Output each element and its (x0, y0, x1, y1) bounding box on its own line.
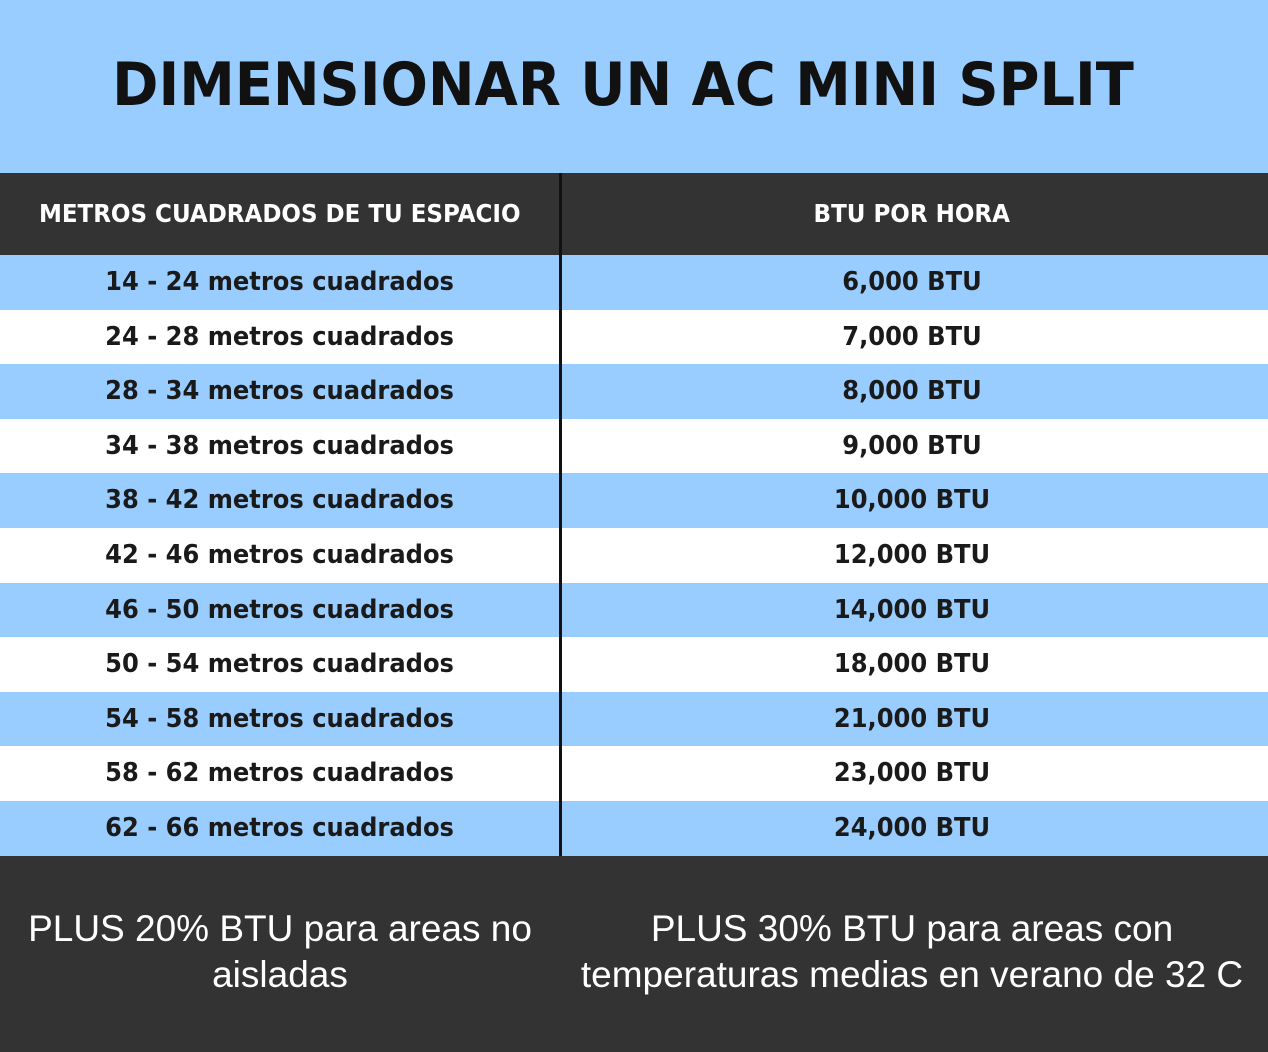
area-cell: 28 - 34 metros cuadrados (0, 364, 560, 419)
area-cell: 54 - 58 metros cuadrados (0, 692, 560, 747)
area-cell: 24 - 28 metros cuadrados (0, 310, 560, 365)
table-body: 14 - 24 metros cuadrados 6,000 BTU 24 - 28… (0, 255, 1268, 856)
table-row: 28 - 34 metros cuadrados 8,000 BTU (0, 364, 1268, 419)
area-cell: 14 - 24 metros cuadrados (0, 255, 560, 310)
area-value: 42 - 46 metros cuadrados (105, 539, 455, 570)
btu-value: 21,000 BTU (833, 703, 991, 734)
note-hot-climate: PLUS 30% BTU para areas con temperaturas… (580, 908, 1244, 995)
btu-cell: 6,000 BTU (560, 255, 1268, 310)
table-row: 14 - 24 metros cuadrados 6,000 BTU (0, 255, 1268, 310)
table-row: 62 - 66 metros cuadrados 24,000 BTU (0, 800, 1268, 856)
table-row: 50 - 54 metros cuadrados 18,000 BTU (0, 637, 1268, 692)
column-divider (559, 173, 562, 856)
header-area: METROS CUADRADOS DE TU ESPACIO (0, 173, 560, 255)
btu-value: 6,000 BTU (842, 267, 982, 297)
title-band: DIMENSIONAR UN AC MINI SPLIT (0, 0, 1268, 173)
area-cell: 46 - 50 metros cuadrados (0, 583, 560, 638)
btu-value: 18,000 BTU (833, 649, 991, 680)
table-row: 58 - 62 metros cuadrados 23,000 BTU (0, 746, 1268, 801)
btu-cell: 14,000 BTU (560, 583, 1268, 638)
table-row: 54 - 58 metros cuadrados 21,000 BTU (0, 691, 1268, 747)
btu-value: 14,000 BTU (833, 594, 991, 625)
area-cell: 34 - 38 metros cuadrados (0, 419, 560, 474)
header-area-label: METROS CUADRADOS DE TU ESPACIO (39, 199, 521, 228)
btu-value: 23,000 BTU (833, 758, 991, 789)
area-value: 50 - 54 metros cuadrados (105, 649, 455, 680)
sizing-table: METROS CUADRADOS DE TU ESPACIO BTU POR H… (0, 173, 1268, 856)
table-row: 24 - 28 metros cuadrados 7,000 BTU (0, 309, 1268, 365)
note-uninsulated: PLUS 20% BTU para areas no aisladas (28, 908, 532, 995)
btu-value: 9,000 BTU (842, 430, 982, 461)
page-title: DIMENSIONAR UN AC MINI SPLIT (112, 50, 1134, 120)
table-row: 34 - 38 metros cuadrados 9,000 BTU (0, 418, 1268, 474)
area-value: 14 - 24 metros cuadrados (105, 267, 455, 297)
area-value: 46 - 50 metros cuadrados (105, 594, 455, 625)
area-value: 62 - 66 metros cuadrados (105, 812, 455, 843)
btu-value: 24,000 BTU (833, 812, 991, 843)
btu-value: 10,000 BTU (833, 485, 991, 516)
btu-value: 7,000 BTU (842, 321, 982, 352)
header-btu: BTU POR HORA (560, 173, 1268, 255)
footer-notes: PLUS 20% BTU para areas no aisladas PLUS… (0, 856, 1268, 1052)
btu-cell: 10,000 BTU (560, 473, 1268, 528)
table-header-row: METROS CUADRADOS DE TU ESPACIO BTU POR H… (0, 173, 1268, 255)
table-row: 42 - 46 metros cuadrados 12,000 BTU (0, 527, 1268, 583)
area-cell: 58 - 62 metros cuadrados (0, 746, 560, 801)
area-cell: 38 - 42 metros cuadrados (0, 473, 560, 528)
btu-cell: 12,000 BTU (560, 528, 1268, 583)
btu-cell: 24,000 BTU (560, 801, 1268, 856)
area-value: 38 - 42 metros cuadrados (105, 485, 455, 516)
header-btu-label: BTU POR HORA (813, 199, 1011, 228)
btu-cell: 7,000 BTU (560, 310, 1268, 365)
area-value: 28 - 34 metros cuadrados (105, 376, 455, 407)
btu-value: 12,000 BTU (833, 539, 991, 570)
table-row: 46 - 50 metros cuadrados 14,000 BTU (0, 582, 1268, 638)
area-cell: 42 - 46 metros cuadrados (0, 528, 560, 583)
btu-cell: 21,000 BTU (560, 692, 1268, 747)
area-value: 54 - 58 metros cuadrados (105, 703, 455, 734)
area-value: 24 - 28 metros cuadrados (105, 321, 455, 352)
area-value: 58 - 62 metros cuadrados (105, 758, 455, 789)
btu-cell: 23,000 BTU (560, 746, 1268, 801)
btu-value: 8,000 BTU (842, 376, 982, 407)
btu-cell: 18,000 BTU (560, 637, 1268, 692)
area-cell: 62 - 66 metros cuadrados (0, 801, 560, 856)
area-cell: 50 - 54 metros cuadrados (0, 637, 560, 692)
btu-cell: 9,000 BTU (560, 419, 1268, 474)
area-value: 34 - 38 metros cuadrados (105, 430, 455, 461)
btu-cell: 8,000 BTU (560, 364, 1268, 419)
table-row: 38 - 42 metros cuadrados 10,000 BTU (0, 473, 1268, 528)
